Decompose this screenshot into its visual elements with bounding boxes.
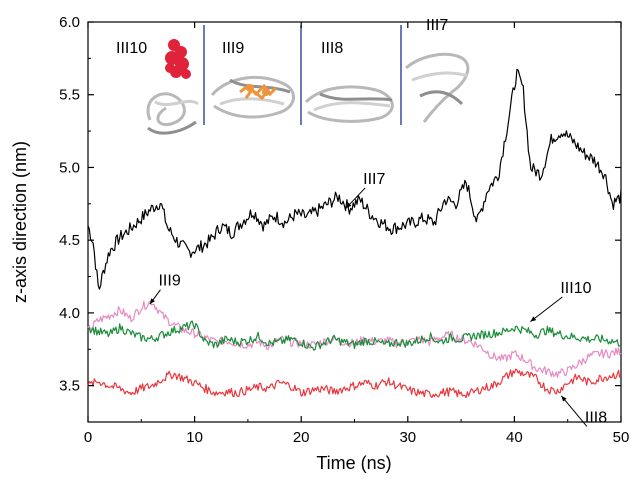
annotation-arrowhead-iii7 (345, 202, 352, 209)
inset-label-iii10: III10 (116, 40, 147, 57)
series-line-iii9 (87, 300, 622, 378)
annotation-arrowhead-iii9 (149, 298, 155, 305)
y-tick-label: 3.5 (59, 378, 80, 395)
series-label-iii7: III7 (363, 171, 385, 188)
series-line-iii8 (87, 368, 622, 399)
protein-structure-inset: III10 III9 III8 III7 (116, 17, 470, 135)
x-tick-label: 40 (506, 429, 523, 446)
series-annotations: III7 III9 III10 III8 (149, 171, 607, 427)
series-label-iii10: III10 (560, 280, 591, 297)
domain-iii10-ribbon (146, 92, 199, 135)
y-axis-title: z-axis direction (nm) (10, 141, 30, 303)
axes: 0 10 20 30 40 50 3.5 4.0 4.5 5.0 5.5 6.0 (59, 14, 629, 446)
x-tick-label: 20 (293, 429, 310, 446)
y-tick-label: 5.5 (59, 87, 80, 104)
domain-iii9-ribbon (210, 75, 295, 119)
annotation-arrowhead-iii10 (530, 316, 537, 322)
y-tick-label: 4.5 (59, 232, 80, 249)
annotation-arrowhead-iii8 (561, 395, 567, 402)
annotation-arrow-iii10 (530, 296, 563, 323)
y-tick-label: 4.0 (59, 305, 80, 322)
x-tick-label: 10 (186, 429, 203, 446)
binding-site-sphere (165, 39, 191, 79)
ligand-sticks (239, 83, 278, 101)
series-line-iii10 (87, 320, 622, 351)
inset-label-iii8: III8 (321, 40, 343, 57)
inset-label-iii9: III9 (222, 40, 244, 57)
y-tick-label: 6.0 (59, 14, 80, 31)
plot-frame (87, 21, 622, 423)
series-label-iii9: III9 (158, 273, 180, 290)
x-axis-title: Time (ns) (316, 453, 391, 473)
inset-label-iii7: III7 (426, 17, 448, 34)
series-layer (87, 68, 622, 399)
domain-iii8-ribbon (304, 85, 394, 123)
x-tick-label: 0 (84, 429, 92, 446)
y-tick-label: 5.0 (59, 159, 80, 176)
domain-iii7-ribbon (405, 52, 470, 123)
x-tick-label: 50 (613, 429, 630, 446)
annotation-arrow-iii8 (560, 395, 588, 427)
series-label-iii8: III8 (585, 409, 607, 426)
series-line-iii7 (87, 68, 622, 290)
x-tick-label: 30 (399, 429, 416, 446)
